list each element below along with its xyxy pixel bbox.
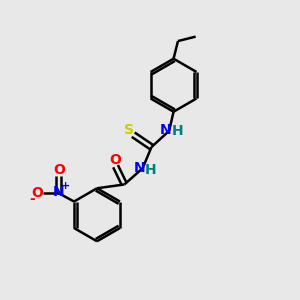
Text: O: O [109,153,121,167]
Text: S: S [124,123,134,137]
Text: O: O [32,186,44,200]
Text: -: - [29,192,35,206]
Text: N: N [160,123,171,137]
Text: H: H [145,163,157,177]
Text: O: O [53,163,65,177]
Text: +: + [61,181,70,190]
Text: H: H [172,124,183,138]
Text: N: N [53,185,64,199]
Text: N: N [133,161,145,175]
